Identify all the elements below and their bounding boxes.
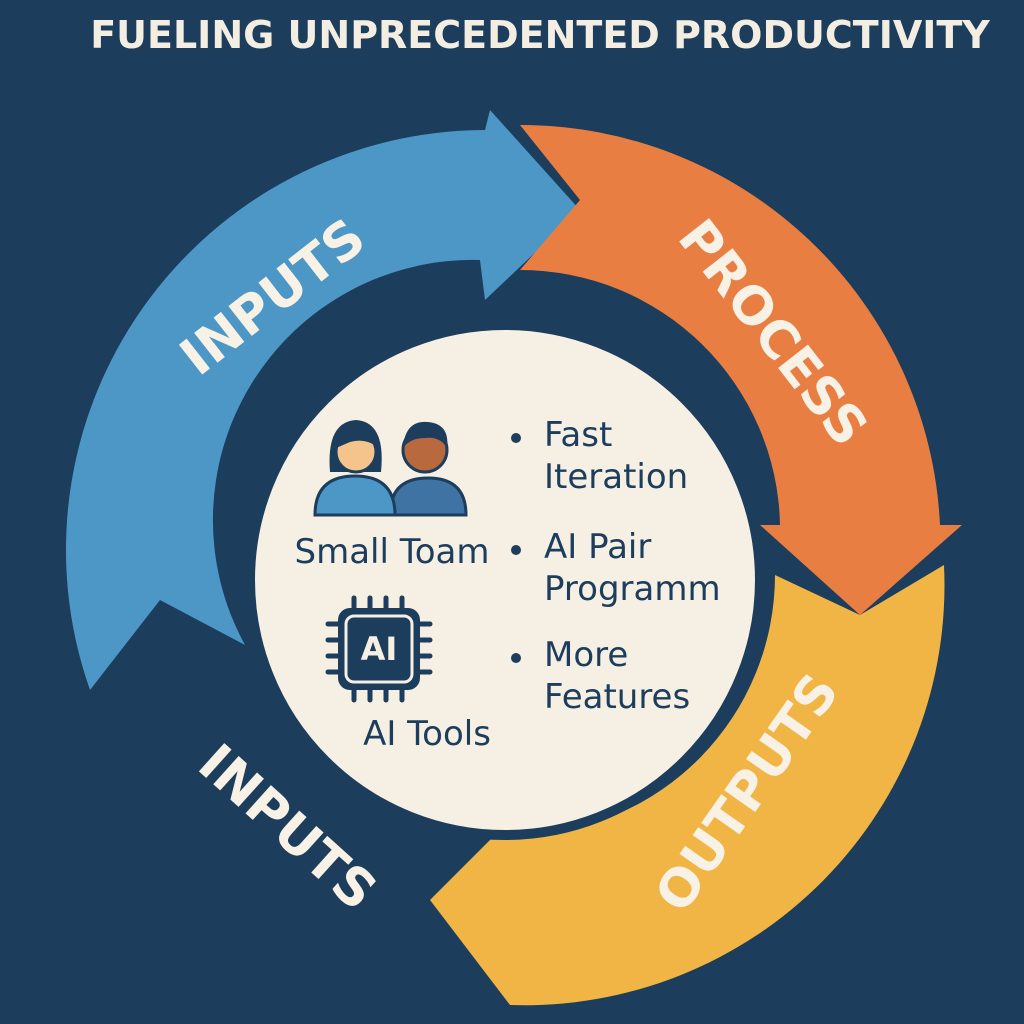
bullet-line-2: Iteration [544,457,688,497]
bullet-line-1: More [544,635,628,675]
inputs-arrow [65,110,580,690]
list-item: AI Pair Programm [511,527,721,609]
ai-chip-icon: AI [325,595,433,703]
bullet-dot [511,545,521,555]
process-arrow [520,124,962,615]
bullet-dot [511,653,521,663]
list-item: Fast Iteration [511,415,688,497]
bullet-dot [511,433,521,443]
benefits-list: Fast Iteration AI Pair Programm More Fea… [511,415,721,717]
diagram-title: FUELING UNPRECEDENTED PRODUCTIVITY [90,13,990,57]
people-icon [313,420,468,517]
ai-chip-text: AI [361,630,398,668]
list-item: More Features [511,635,690,717]
bullet-line-1: AI Pair [544,527,651,567]
outputs-arrow [430,565,945,1006]
ai-tools-label: AI Tools [363,714,491,754]
bullet-line-2: Programm [544,569,721,609]
team-label: Small Toam [295,532,490,572]
bullet-line-1: Fast [544,415,612,455]
bullet-line-2: Features [544,677,690,717]
